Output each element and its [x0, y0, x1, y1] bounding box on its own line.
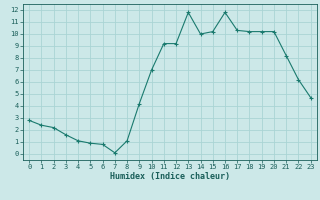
X-axis label: Humidex (Indice chaleur): Humidex (Indice chaleur) — [110, 172, 230, 181]
